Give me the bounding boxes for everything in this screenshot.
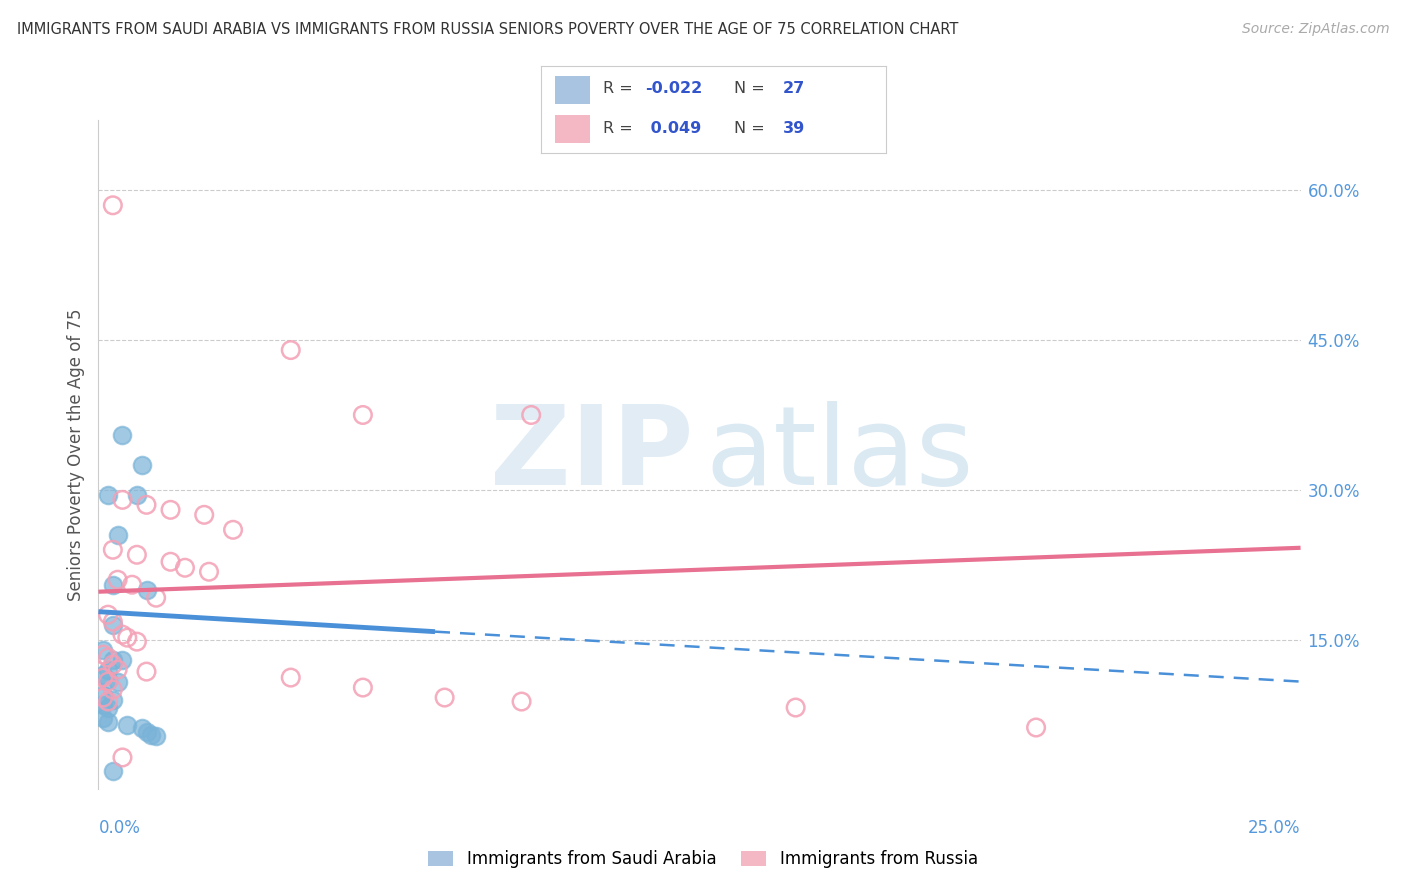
Point xyxy=(121,578,143,592)
Point xyxy=(101,657,124,672)
Point xyxy=(97,700,120,714)
Point xyxy=(97,694,120,708)
Text: 0.0%: 0.0% xyxy=(98,819,141,837)
Point xyxy=(101,764,124,779)
Point xyxy=(91,710,114,724)
Point xyxy=(352,408,374,422)
Point xyxy=(352,681,374,695)
Point xyxy=(131,458,153,472)
Point xyxy=(111,428,134,442)
Point xyxy=(101,617,124,632)
Text: IMMIGRANTS FROM SAUDI ARABIA VS IMMIGRANTS FROM RUSSIA SENIORS POVERTY OVER THE : IMMIGRANTS FROM SAUDI ARABIA VS IMMIGRAN… xyxy=(17,22,959,37)
Point xyxy=(433,690,456,705)
Point xyxy=(101,652,124,666)
Point xyxy=(111,627,134,641)
Y-axis label: Seniors Poverty Over the Age of 75: Seniors Poverty Over the Age of 75 xyxy=(66,309,84,601)
Point xyxy=(107,573,129,587)
Text: R =: R = xyxy=(603,81,638,96)
Point xyxy=(280,671,302,685)
Point xyxy=(117,717,139,731)
Point xyxy=(107,674,129,689)
Point xyxy=(135,582,157,597)
Text: atlas: atlas xyxy=(706,401,974,508)
Point xyxy=(198,565,221,579)
Point xyxy=(91,671,114,685)
Point xyxy=(97,650,120,665)
Text: ZIP: ZIP xyxy=(491,401,693,508)
Point xyxy=(1025,721,1047,735)
Point xyxy=(97,607,120,622)
Point xyxy=(101,692,124,706)
Point xyxy=(135,498,157,512)
Point xyxy=(91,648,114,662)
Point xyxy=(107,663,129,677)
Point xyxy=(125,634,148,648)
Text: -0.022: -0.022 xyxy=(645,81,702,96)
Text: 27: 27 xyxy=(782,81,804,96)
Point xyxy=(101,682,124,697)
Text: 25.0%: 25.0% xyxy=(1249,819,1301,837)
Text: N =: N = xyxy=(734,121,770,136)
Point xyxy=(159,555,181,569)
Point xyxy=(520,408,543,422)
Point xyxy=(145,730,167,744)
Point xyxy=(510,694,533,708)
Point xyxy=(101,615,124,629)
Point xyxy=(222,523,245,537)
Point xyxy=(135,724,157,739)
Point xyxy=(193,508,215,522)
Point xyxy=(117,631,139,645)
Point xyxy=(91,690,114,705)
Text: N =: N = xyxy=(734,81,770,96)
Point xyxy=(174,560,197,574)
Point xyxy=(101,198,124,212)
Point xyxy=(280,343,302,357)
Point xyxy=(107,528,129,542)
Point xyxy=(91,667,114,681)
Point xyxy=(97,674,120,689)
Point xyxy=(131,721,153,735)
Point xyxy=(111,652,134,666)
Point xyxy=(135,665,157,679)
Point xyxy=(141,727,163,741)
Point xyxy=(111,492,134,507)
Point xyxy=(125,548,148,562)
Point xyxy=(159,503,181,517)
Text: 39: 39 xyxy=(782,121,804,136)
Text: 0.049: 0.049 xyxy=(645,121,702,136)
Point xyxy=(91,642,114,657)
Point xyxy=(97,673,120,687)
Point xyxy=(91,688,114,702)
Text: R =: R = xyxy=(603,121,638,136)
Bar xyxy=(555,115,589,143)
Point xyxy=(145,591,167,605)
Legend: Immigrants from Saudi Arabia, Immigrants from Russia: Immigrants from Saudi Arabia, Immigrants… xyxy=(422,844,984,875)
Point xyxy=(97,663,120,677)
Point xyxy=(785,700,807,714)
Bar xyxy=(555,77,589,104)
Point xyxy=(101,578,124,592)
Point xyxy=(101,542,124,557)
Point xyxy=(97,488,120,502)
Point xyxy=(125,488,148,502)
Text: Source: ZipAtlas.com: Source: ZipAtlas.com xyxy=(1241,22,1389,37)
Point xyxy=(111,750,134,764)
Point xyxy=(97,714,120,729)
Point xyxy=(91,698,114,712)
